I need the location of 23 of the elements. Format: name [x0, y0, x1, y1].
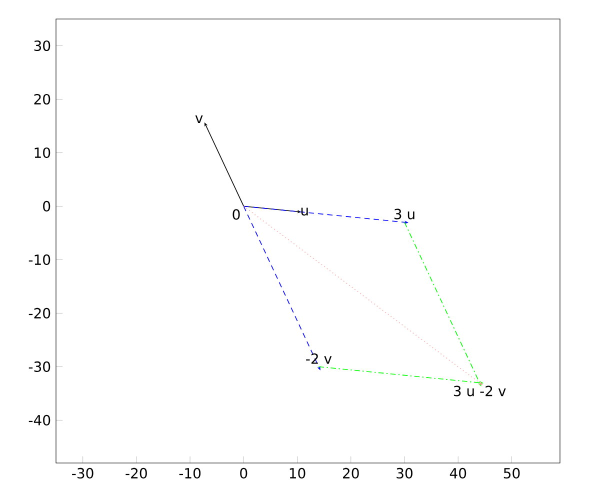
y-tick-label: -10 — [28, 254, 50, 266]
annotation: 0 — [232, 209, 240, 220]
x-tick-label: -20 — [126, 468, 147, 479]
y-tick-label: -20 — [28, 308, 50, 318]
x-tick-label: 50 — [504, 468, 520, 479]
x-tick-label: 30 — [396, 468, 412, 479]
annotation: v — [195, 115, 203, 124]
x-tick-label: 0 — [240, 468, 248, 479]
x-tick-label: 10 — [290, 468, 306, 479]
x-tick-label: 20 — [343, 468, 359, 479]
y-tick-label: -30 — [28, 361, 50, 372]
annotation: -2 v — [306, 353, 332, 364]
annotation: 3 u — [394, 208, 414, 220]
y-tick-label: 0 — [43, 200, 50, 212]
annotation: u — [301, 208, 308, 216]
x-tick-label: 40 — [450, 468, 466, 479]
annotation: 3 u -2 v — [454, 386, 506, 396]
x-tick-label: -30 — [72, 468, 94, 479]
y-tick-label: -40 — [28, 414, 50, 426]
y-tick-label: 20 — [34, 94, 50, 105]
x-tick-label: -10 — [179, 468, 201, 479]
y-tick-label: 30 — [34, 40, 50, 52]
y-tick-label: 10 — [34, 147, 50, 158]
